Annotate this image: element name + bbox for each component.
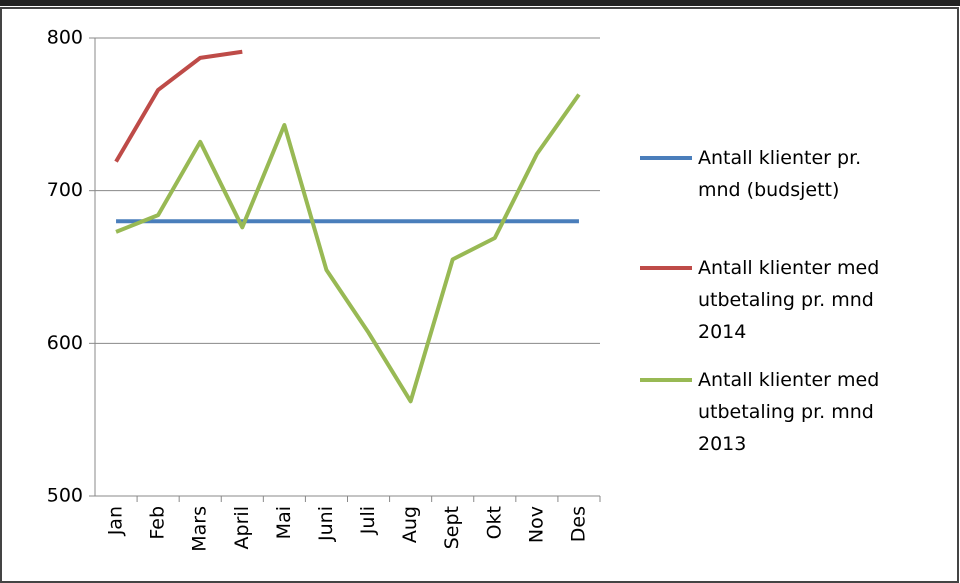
y-tick-label: 600 xyxy=(47,332,83,354)
series-line xyxy=(114,49,243,163)
x-tick-label: Juni xyxy=(315,506,337,542)
cropped-title-strip xyxy=(0,0,960,6)
x-tick-label: Sept xyxy=(441,506,463,549)
y-tick-label: 500 xyxy=(47,485,83,507)
x-tick-label: Mars xyxy=(189,506,211,552)
y-tick-label: 700 xyxy=(47,179,83,201)
x-tick-label: Okt xyxy=(483,506,505,539)
legend-label: Antall klienter med utbetaling pr. mnd 201… xyxy=(698,369,879,455)
x-tick-label: Nov xyxy=(525,506,547,543)
x-tick-label: Juli xyxy=(357,506,379,535)
x-tick-label: Jan xyxy=(105,506,127,536)
series-line xyxy=(115,93,581,404)
x-tick-label: Aug xyxy=(399,506,421,543)
legend-label: Antall klienter med utbetaling pr. mnd 201… xyxy=(698,257,879,343)
x-tick-label: Feb xyxy=(147,506,169,540)
chart-border xyxy=(0,7,959,583)
x-tick-label: April xyxy=(231,506,253,549)
y-tick-label: 800 xyxy=(47,27,83,49)
x-tick-label: Mai xyxy=(273,506,295,539)
legend-label: Antall klienter pr. mnd (budsjett) xyxy=(698,147,861,201)
x-tick-label: Des xyxy=(567,506,589,542)
